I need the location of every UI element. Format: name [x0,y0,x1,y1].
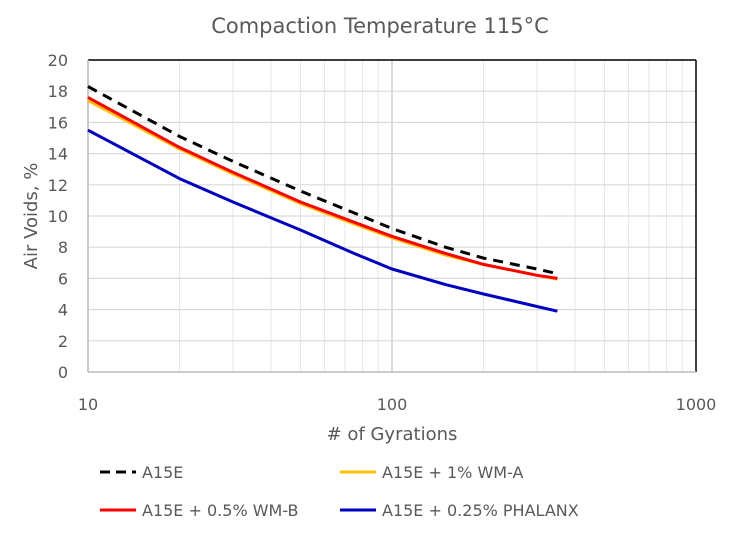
x-tick-label: 100 [377,395,408,414]
y-axis-label: Air Voids, % [21,163,42,270]
series-line-0 [87,85,558,276]
legend-label: A15E + 0.5% WM-B [142,501,299,520]
chart-title: Compaction Temperature 115°C [211,14,549,38]
y-tick-label: 14 [48,145,68,164]
y-tick-label: 8 [58,238,68,257]
series-line-2 [87,96,558,280]
y-tick-label: 16 [48,113,68,132]
y-tick-label: 6 [58,269,68,288]
x-axis-label: # of Gyrations [327,424,458,445]
legend-label: A15E [142,463,183,482]
legend: A15E A15E + 1% WM-A A15E + 0.5% WM-B A15E +… [100,463,579,520]
y-tick-label: 12 [48,176,68,195]
y-tick-label: 10 [48,207,68,226]
series-line-3 [87,128,558,313]
legend-label: A15E + 1% WM-A [382,463,524,482]
y-tick-label: 18 [48,82,68,101]
y-tick-label: 20 [48,51,68,70]
legend-label: A15E + 0.25% PHALANX [382,501,579,520]
series-line-1 [87,99,558,281]
x-tick-label: 1000 [676,395,717,414]
y-tick-label: 0 [58,363,68,382]
x-tick-label: 10 [78,395,98,414]
y-tick-label: 2 [58,332,68,351]
y-tick-label: 4 [58,301,68,320]
